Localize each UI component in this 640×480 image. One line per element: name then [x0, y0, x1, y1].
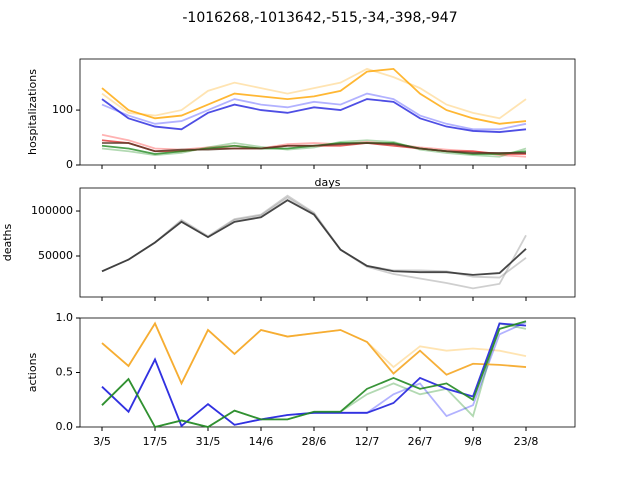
y-axis-label: deaths	[1, 223, 14, 261]
figure-title: -1016268,-1013642,-515,-34,-398,-947	[182, 10, 457, 26]
series-line	[101, 92, 527, 131]
x-tick-label: 17/5	[143, 435, 168, 448]
axes-frame	[79, 187, 576, 298]
x-tick-label: 14/6	[249, 435, 274, 448]
axes-frame	[79, 58, 576, 166]
series-line	[101, 67, 527, 120]
series-line	[101, 320, 527, 429]
y-tick-label: 1.0	[56, 311, 74, 324]
series-line	[101, 139, 527, 158]
series-line	[101, 98, 527, 133]
series-line	[101, 196, 527, 279]
y-tick-label: 0.0	[56, 420, 74, 433]
x-tick-label: 9/8	[464, 435, 482, 448]
y-tick-label: 50000	[38, 249, 73, 262]
series-line	[101, 133, 527, 158]
y-tick-label: 0	[66, 158, 73, 171]
x-tick-label: 23/8	[514, 435, 539, 448]
y-tick-label: 0.5	[56, 366, 74, 379]
series-line	[101, 321, 527, 386]
x-tick-label: 3/5	[93, 435, 111, 448]
series-line	[101, 194, 527, 290]
x-tick-label: 31/5	[196, 435, 221, 448]
series-line	[101, 67, 527, 125]
series-line	[101, 199, 527, 276]
series-line	[101, 321, 527, 428]
y-tick-label: 100	[52, 103, 73, 116]
x-tick-label: 26/7	[408, 435, 433, 448]
y-axis-label: actions	[26, 352, 39, 392]
series-line	[101, 322, 527, 428]
y-tick-label: 100000	[31, 204, 73, 217]
y-axis-label: hospitalizations	[26, 69, 39, 155]
x-tick-label: 12/7	[355, 435, 380, 448]
x-tick-label: 28/6	[302, 435, 327, 448]
series-line	[102, 142, 526, 154]
x-axis-label: days	[315, 176, 341, 189]
